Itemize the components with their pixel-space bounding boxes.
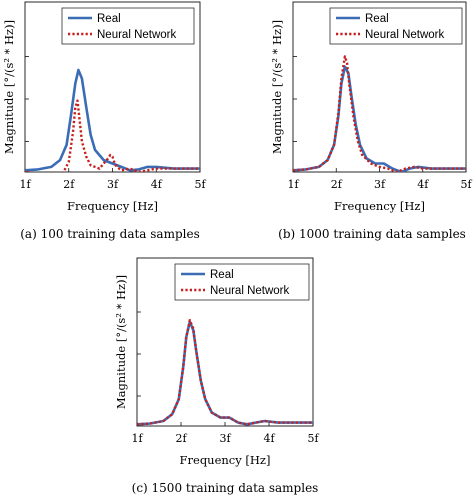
panel-caption: (a) 100 training data samples xyxy=(20,227,200,241)
x-tick-label: 1f xyxy=(19,178,31,191)
legend-label: Neural Network xyxy=(97,29,176,41)
legend-label: Real xyxy=(365,13,389,25)
series-line-real xyxy=(137,320,313,426)
panel-caption: (b) 1000 training data samples xyxy=(278,227,466,241)
legend-label: Neural Network xyxy=(210,285,289,297)
chart-panel-c: 1f 2f 3f 4f 5f Frequency [Hz] Magnitude [°/(s²… xyxy=(114,257,319,495)
x-tick-label: 4f xyxy=(263,432,275,445)
x-tick-label: 2f xyxy=(331,178,343,191)
x-axis-label: Frequency [Hz] xyxy=(334,199,425,213)
y-axis-label: Magnitude [°/(s² * Hz)] xyxy=(270,20,284,154)
x-tick-label: 5f xyxy=(307,432,319,445)
legend-label: Neural Network xyxy=(365,29,444,41)
x-tick-label: 2f xyxy=(175,432,187,445)
chart-panel-b: 1f 2f 3f 4f 5f Frequency [Hz] Magnitude [°/(s²… xyxy=(270,1,472,241)
series-line-real xyxy=(25,68,200,172)
x-tick-label: 1f xyxy=(287,178,299,191)
series-line-real xyxy=(293,65,466,172)
x-axis-label: Frequency [Hz] xyxy=(180,453,271,467)
legend: Real Neural Network xyxy=(174,263,310,301)
x-tick-label: 1f xyxy=(131,432,143,445)
legend: Real Neural Network xyxy=(329,7,463,45)
panel-caption: (c) 1500 training data samples xyxy=(132,481,319,495)
x-tick-label: 3f xyxy=(374,178,386,191)
x-tick-label: 3f xyxy=(107,178,119,191)
legend: Real Neural Network xyxy=(61,7,195,45)
series-line-neural-network xyxy=(293,55,466,172)
legend-label: Real xyxy=(210,269,234,281)
legend-box xyxy=(174,263,310,301)
y-axis-label: Magnitude [°/(s² * Hz)] xyxy=(2,20,16,154)
legend-box xyxy=(329,7,463,45)
x-tick-label: 2f xyxy=(63,178,75,191)
x-tick-label: 4f xyxy=(151,178,163,191)
x-tick-label: 3f xyxy=(219,432,231,445)
chart-panel-a: 1f 2f 3f 4f 5f Frequency [Hz] Magnitude [°/(s²… xyxy=(2,1,206,241)
x-tick-label: 5f xyxy=(460,178,472,191)
x-tick-label: 4f xyxy=(417,178,429,191)
series-line-neural-network xyxy=(25,99,200,172)
legend-label: Real xyxy=(97,13,121,25)
x-tick-label: 5f xyxy=(194,178,206,191)
x-axis-label: Frequency [Hz] xyxy=(67,199,158,213)
legend-box xyxy=(61,7,195,45)
series-line-neural-network xyxy=(137,319,313,426)
y-axis-label: Magnitude [°/(s² * Hz)] xyxy=(114,275,128,409)
